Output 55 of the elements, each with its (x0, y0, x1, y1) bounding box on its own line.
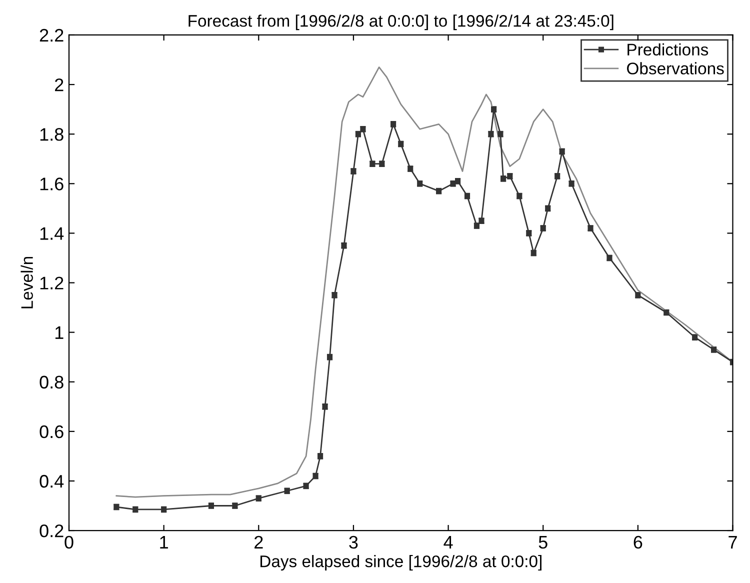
y-tick-label: 1.6 (40, 178, 64, 190)
y-tick-label: 0.2 (40, 524, 64, 538)
y-axis-title: Level/n (20, 256, 33, 308)
y-tick-label: 1.8 (40, 128, 64, 141)
point (256, 496, 262, 502)
x-axis-title: Days elapsed since [1996/2/8 at 0:0:0] (260, 555, 542, 571)
point (161, 506, 167, 512)
y-tick-label: 1.4 (40, 227, 64, 240)
point (464, 193, 470, 199)
y-tick-label: 1 (55, 326, 64, 339)
x-tick-label: 6 (634, 536, 642, 549)
point (491, 106, 497, 112)
point (132, 506, 138, 512)
point (417, 180, 423, 186)
point (390, 121, 396, 127)
y-tick-label: 1.2 (40, 276, 64, 290)
y-tick-label: 2 (55, 78, 64, 92)
point (530, 250, 536, 256)
point (526, 230, 532, 236)
point (303, 483, 309, 489)
point (208, 502, 214, 509)
point (379, 161, 385, 167)
legend-label: Predictions (628, 43, 708, 56)
point (232, 502, 238, 509)
x-tick-label: 2 (254, 536, 263, 548)
y-tick-label: 0.4 (40, 474, 64, 488)
point (326, 354, 333, 360)
legend-label: Observations (627, 62, 724, 74)
point (516, 193, 522, 199)
x-tick-label: 4 (444, 536, 453, 548)
point (635, 292, 641, 298)
point (284, 488, 290, 494)
x-tick-label: 5 (538, 536, 548, 549)
point (554, 173, 560, 179)
point (568, 180, 574, 186)
x-tick-label: 7 (728, 536, 737, 548)
point (488, 131, 494, 137)
point (692, 334, 698, 340)
chart-title: Forecast from [1996/2/8 at 0:0:0] to [1996/2/14 at 23:45:0] (188, 14, 614, 30)
point (436, 188, 442, 194)
x-tick-label: 1 (160, 536, 168, 548)
point (498, 131, 504, 137)
y-tick-label: 0.8 (40, 376, 64, 389)
y-tick-label: 2.2 (40, 28, 64, 42)
point (559, 148, 565, 154)
point (540, 225, 546, 232)
y-tick-label: 0.6 (40, 425, 64, 438)
x-tick-label: 0 (64, 536, 74, 549)
point (408, 166, 414, 172)
point (370, 161, 376, 167)
point (318, 453, 324, 459)
point (398, 141, 404, 147)
point (545, 206, 551, 212)
point (664, 310, 670, 316)
x-tick-label: 3 (349, 536, 358, 549)
